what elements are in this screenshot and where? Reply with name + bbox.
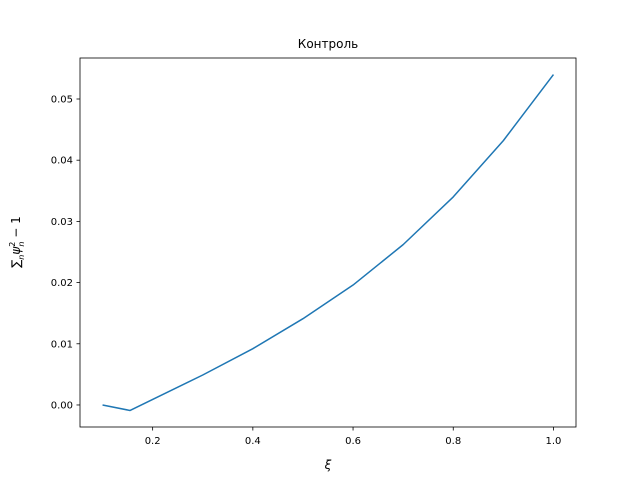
y-label-psi: ψ [9,246,23,255]
y-tick-label: 0.04 [51,156,73,167]
y-label-tail: − 1 [9,216,23,241]
y-tick-label: 0.02 [51,278,73,289]
y-label-psi-sub: n [17,242,26,247]
y-label-sup: 2 [8,242,17,247]
chart-title: Контроль [298,37,358,51]
y-axis-ticks: 0.00 0.01 0.02 0.03 0.04 0.05 [51,95,80,411]
y-tick-label: 0.05 [51,95,73,106]
plot-frame [79,57,577,428]
x-tick-label: 0.6 [345,436,361,447]
x-axis-label: ξ [324,458,332,472]
y-label-sum: ∑ [9,260,23,268]
series-line [102,74,555,412]
y-tick-label: 0.01 [51,339,73,350]
y-tick-label: 0.00 [51,400,73,411]
x-axis-ticks: 0.2 0.4 0.6 0.8 1.0 [145,427,562,447]
x-tick-label: 0.2 [145,436,161,447]
y-axis-label: ∑nψ2n − 1 [8,216,26,268]
y-label-sum-sub: n [17,255,26,260]
x-tick-label: 1.0 [546,436,562,447]
x-tick-label: 0.8 [445,436,461,447]
series-layer [102,74,555,412]
svg-text:∑nψ2n − 1: ∑nψ2n − 1 [8,216,26,268]
x-tick-label: 0.4 [245,436,261,447]
y-tick-label: 0.03 [51,217,73,228]
